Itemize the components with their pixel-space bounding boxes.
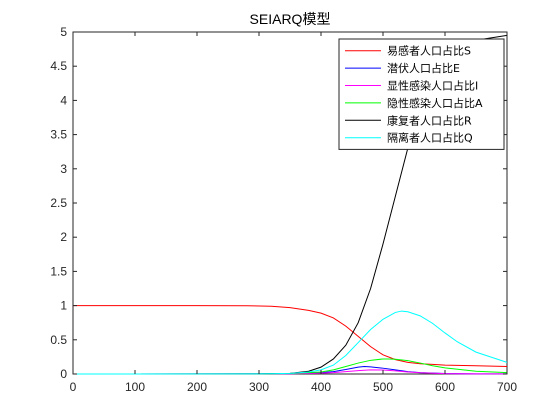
y-tick-label-1: 0.5 (50, 333, 67, 347)
y-tick-label-0: 0 (60, 367, 67, 381)
series-line-3 (72, 358, 508, 375)
y-tick-label-2: 1 (60, 299, 67, 313)
y-tick-label-4: 2 (60, 230, 67, 244)
axis-ticks: 0 100 200 300 400 500 600 700 0 0.5 1 1.5 2 2.5 3 3.5 4 4… (50, 25, 517, 394)
y-tick-label-8: 4 (60, 93, 67, 107)
x-tick-label-1: 100 (125, 380, 145, 394)
legend-label-3: 隐性感染人口占比A (387, 96, 483, 110)
chart-title: SEIARQ模型 (250, 11, 331, 27)
y-tick-label-9: 4.5 (50, 59, 67, 73)
y-tick-label-5: 2.5 (50, 196, 67, 210)
x-tick-label-3: 300 (249, 380, 269, 394)
x-tick-label-7: 700 (497, 380, 517, 394)
y-tick-label-3: 1.5 (50, 264, 67, 278)
series-line-5 (72, 310, 508, 375)
x-tick-label-2: 200 (187, 380, 207, 394)
series-line-2 (72, 369, 508, 375)
legend-box (338, 38, 505, 150)
series-line-0 (73, 305, 508, 367)
y-tick-label-6: 3 (60, 162, 67, 176)
y-tick-label-10: 5 (60, 25, 67, 39)
legend-label-5: 隔离者人口占比Q (387, 131, 473, 145)
y-tick-label-7: 3.5 (50, 128, 67, 142)
x-tick-label-4: 400 (311, 380, 331, 394)
x-tick-label-6: 600 (435, 380, 455, 394)
x-tick-label-5: 500 (373, 380, 393, 394)
legend-label-2: 显性感染人口占比I (387, 79, 478, 93)
legend-label-0: 易感者人口占比S (387, 44, 471, 58)
legend-label-1: 潜伏人口占比E (387, 61, 460, 75)
x-tick-label-0: 0 (70, 380, 77, 394)
legend-label-4: 康复者人口占比R (387, 113, 472, 127)
legend: 易感者人口占比S 潜伏人口占比E 显性感染人口占比I 隐性感染人口占比A 康复者人口占比… (338, 38, 505, 150)
